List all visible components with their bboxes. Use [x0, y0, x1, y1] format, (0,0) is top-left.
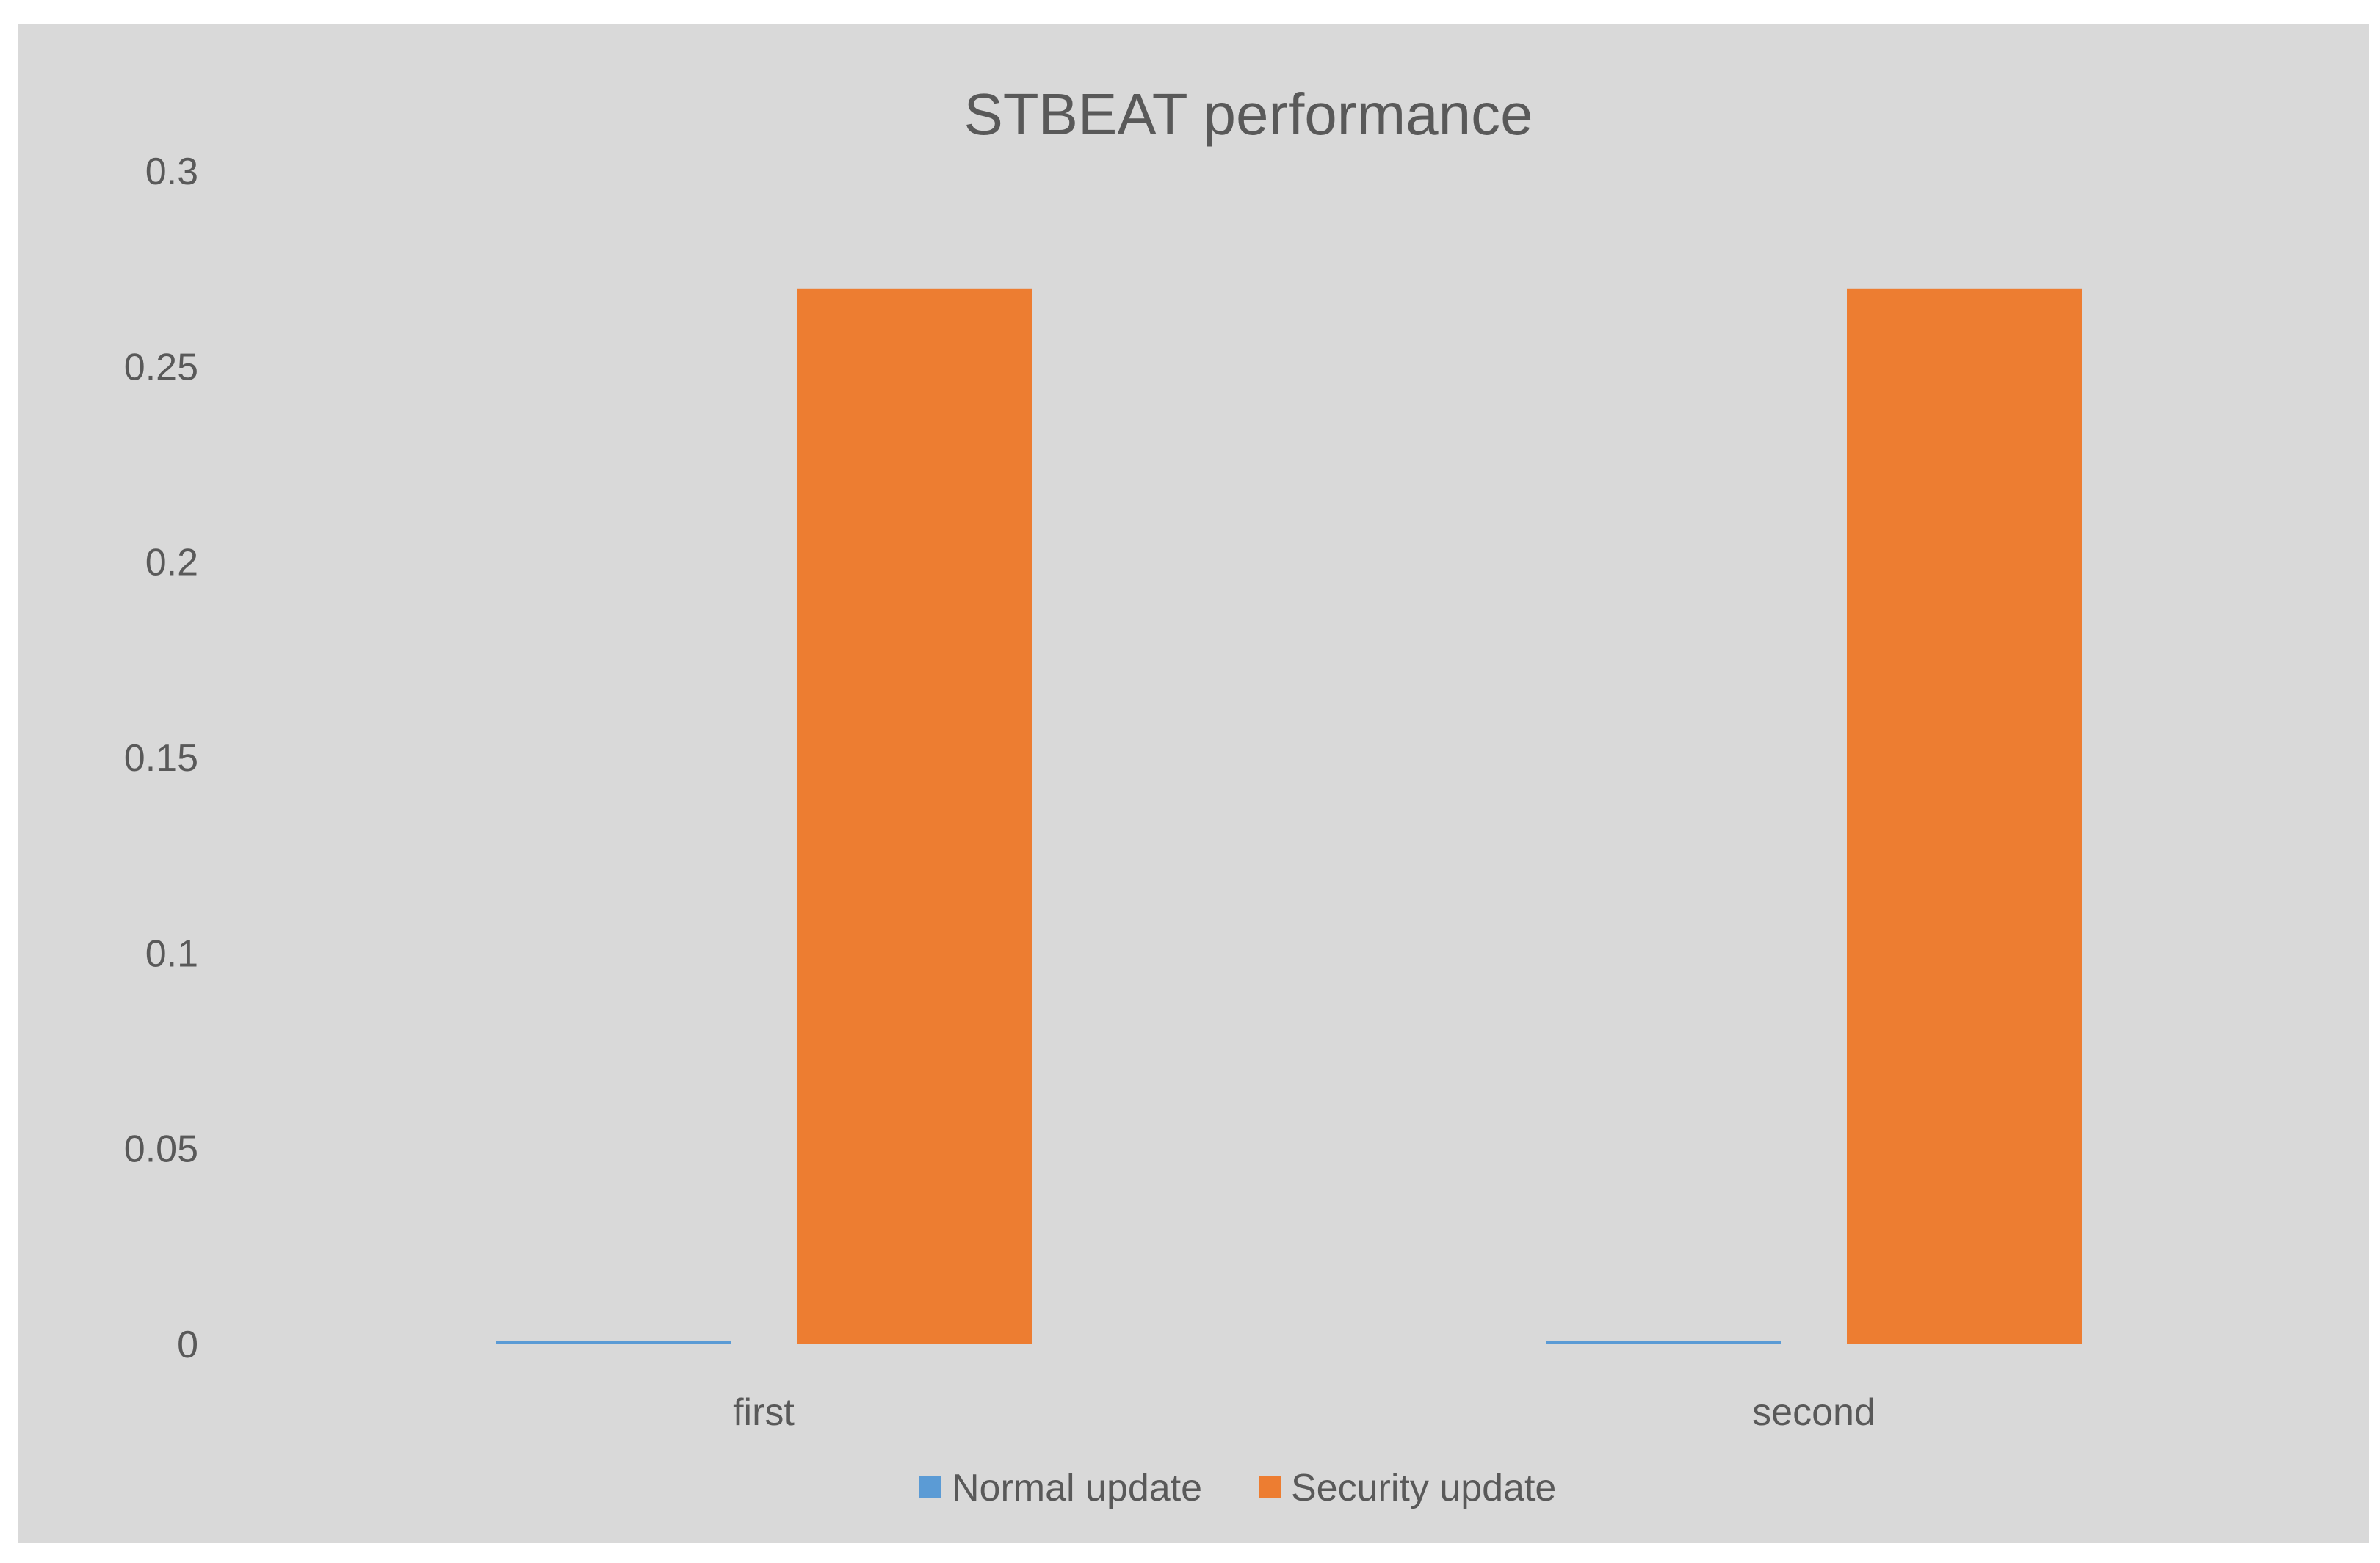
y-tick-label: 0.3 [145, 151, 198, 193]
x-axis-ticks: first second [733, 1391, 1876, 1434]
bar-security-update-second [1847, 288, 2082, 1344]
legend-swatch-security-update [1259, 1476, 1281, 1498]
y-tick-label: 0.15 [124, 737, 198, 780]
y-tick-label: 0.05 [124, 1128, 198, 1171]
bar-security-update-first [797, 288, 1032, 1344]
y-tick-label: 0.1 [145, 932, 198, 975]
y-tick-label: 0 [177, 1324, 198, 1366]
x-tick-label: second [1752, 1391, 1876, 1434]
chart-title: STBEAT performance [963, 81, 1533, 147]
bar-normal-update-first [496, 1341, 731, 1344]
y-axis-ticks: 0 0.05 0.1 0.15 0.2 0.25 0.3 [124, 151, 198, 1366]
x-tick-label: first [733, 1391, 795, 1434]
legend: Normal update Security update [919, 1467, 1556, 1509]
bar-chart: STBEAT performance 0 0.05 0.1 0.15 0.2 0.25 0.… [124, 81, 2082, 1509]
legend-label: Security update [1291, 1467, 1556, 1509]
y-tick-label: 0.2 [145, 542, 198, 584]
bar-normal-update-second [1546, 1341, 1781, 1344]
bars [496, 288, 2082, 1344]
chart-area: STBEAT performance 0 0.05 0.1 0.15 0.2 0.25 0.… [18, 24, 2369, 1543]
y-tick-label: 0.25 [124, 346, 198, 388]
legend-swatch-normal-update [919, 1476, 941, 1498]
legend-label: Normal update [952, 1467, 1202, 1509]
